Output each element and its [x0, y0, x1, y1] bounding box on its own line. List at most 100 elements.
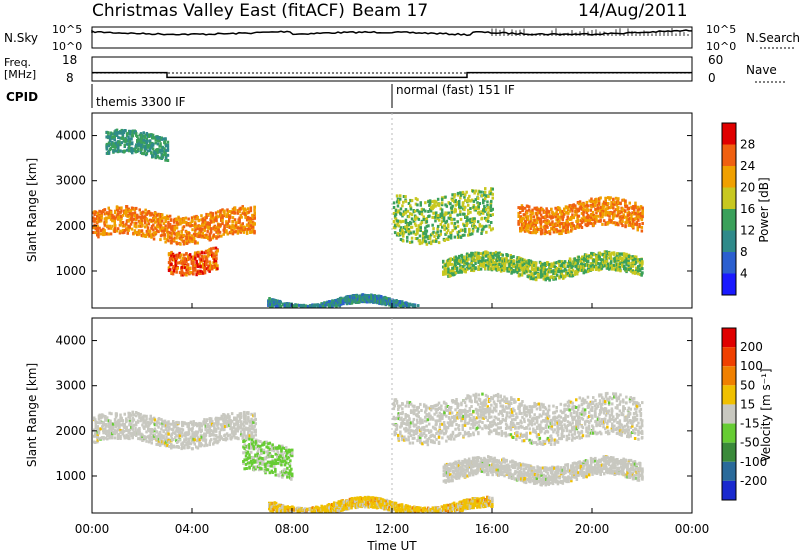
echo-cell — [148, 139, 152, 143]
echo-cell — [142, 210, 145, 214]
echo-cell — [163, 141, 166, 145]
echo-cell — [195, 253, 198, 257]
echo-cell — [109, 211, 113, 214]
echo-cell — [541, 266, 544, 270]
echo-cell — [447, 235, 450, 239]
echo-cell — [479, 262, 483, 266]
echo-cell — [148, 144, 152, 148]
echo-cell — [352, 296, 355, 300]
echo-cell — [480, 216, 484, 220]
echo-cell — [480, 224, 484, 228]
echo-cell — [111, 213, 114, 217]
echo-cell — [119, 434, 122, 438]
echo-cell — [120, 423, 123, 427]
echo-cell — [253, 222, 256, 226]
echo-cell — [183, 259, 187, 263]
echo-cell — [191, 237, 194, 241]
echo-cell — [182, 239, 186, 243]
echo-cell — [466, 199, 469, 203]
echo-cell — [226, 232, 229, 236]
echo-cell — [579, 219, 583, 223]
echo-cell — [449, 271, 452, 275]
echo-cell — [352, 294, 355, 297]
echo-cell — [602, 204, 606, 208]
echo-cell — [120, 430, 123, 434]
echo-cell — [489, 214, 493, 217]
echo-cell — [240, 215, 243, 219]
echo-cell — [581, 268, 584, 272]
echo-cell — [131, 425, 134, 429]
echo-cell — [616, 211, 620, 215]
echo-cell — [604, 222, 607, 226]
echo-cell — [487, 219, 490, 223]
echo-cell — [134, 150, 137, 154]
echo-cell — [595, 197, 598, 201]
echo-cell — [402, 200, 405, 204]
echo-cell — [197, 219, 201, 223]
echo-cell — [604, 207, 607, 211]
echo-cell — [489, 263, 492, 266]
echo-cell — [520, 224, 524, 228]
echo-cell — [209, 247, 213, 251]
echo-cell — [249, 209, 253, 213]
echo-cell — [525, 224, 529, 228]
echo-cell — [355, 295, 359, 299]
echo-cell — [201, 265, 205, 269]
echo-cell — [238, 220, 241, 224]
echo-cell — [609, 254, 612, 258]
echo-cell — [407, 202, 411, 205]
echo-cell — [125, 222, 128, 226]
echo-cell — [141, 433, 144, 437]
echo-cell — [249, 231, 252, 234]
echo-cell — [509, 254, 512, 257]
echo-cell — [456, 230, 459, 234]
echo-cell — [131, 131, 135, 134]
echo-cell — [539, 273, 543, 276]
echo-cell — [501, 264, 504, 268]
echo-cell — [637, 218, 640, 222]
echo-cell — [404, 218, 408, 222]
echo-cell — [195, 270, 198, 274]
echo-cell — [378, 301, 381, 305]
echo-cell — [599, 196, 602, 200]
echo-cell — [490, 199, 493, 203]
echo-cell — [461, 204, 465, 207]
echo-cell — [221, 208, 224, 212]
echo-cell — [370, 300, 373, 304]
echo-cell — [125, 426, 128, 430]
echo-cell — [198, 227, 202, 231]
echo-cell — [534, 271, 538, 275]
echo-cell — [136, 135, 139, 138]
echo-cell — [494, 262, 498, 266]
echo-cell — [361, 300, 365, 304]
echo-cell — [470, 266, 473, 270]
echo-cell — [203, 254, 206, 258]
echo-cell — [435, 211, 438, 215]
echo-cell — [474, 266, 477, 270]
echo-cell — [482, 211, 485, 215]
echo-cell — [556, 214, 560, 218]
echo-cell — [409, 212, 412, 216]
echo-cell — [131, 427, 135, 431]
echo-cell — [395, 200, 399, 204]
echo-cell — [393, 226, 397, 230]
echo-cell — [125, 139, 129, 143]
echo-cell — [539, 264, 543, 268]
echo-cell — [538, 228, 542, 232]
echo-cell — [96, 440, 99, 444]
echo-cell — [123, 149, 126, 153]
echo-cell — [140, 229, 144, 233]
echo-cell — [640, 229, 644, 233]
echo-cell — [546, 269, 550, 273]
echo-cell — [200, 254, 204, 258]
echo-cell — [252, 225, 255, 229]
echo-cell — [624, 202, 627, 205]
echo-cell — [489, 189, 493, 193]
echo-cell — [622, 254, 626, 258]
echo-cell — [109, 213, 113, 217]
echo-cell — [198, 231, 202, 235]
echo-cell — [124, 138, 127, 142]
echo-cell — [571, 221, 574, 225]
echo-cell — [214, 246, 218, 250]
